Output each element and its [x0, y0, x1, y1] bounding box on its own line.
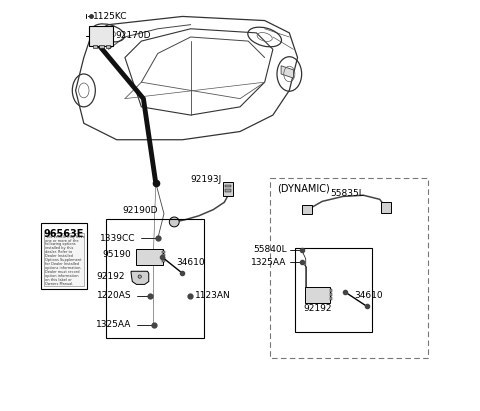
FancyBboxPatch shape — [382, 202, 391, 213]
FancyBboxPatch shape — [223, 182, 233, 196]
Polygon shape — [281, 66, 293, 78]
Bar — [225, 185, 231, 187]
Text: one or more of the: one or more of the — [45, 238, 79, 242]
Text: Dealer Installed: Dealer Installed — [45, 254, 73, 258]
Bar — [330, 297, 333, 300]
Text: 96563E: 96563E — [44, 229, 84, 239]
FancyBboxPatch shape — [302, 205, 312, 214]
Text: Dealer must record: Dealer must record — [45, 270, 80, 274]
Text: dealer. Refer to: dealer. Refer to — [45, 250, 72, 254]
Text: 34610: 34610 — [354, 291, 383, 300]
Text: 1123AN: 1123AN — [195, 291, 230, 300]
FancyBboxPatch shape — [305, 287, 330, 303]
Text: 92192: 92192 — [96, 272, 125, 281]
Text: options information.: options information. — [45, 266, 82, 270]
Bar — [330, 293, 333, 296]
Text: Owners Manual.: Owners Manual. — [45, 282, 73, 286]
Text: 55835L: 55835L — [330, 189, 364, 199]
Text: for Dealer Installed: for Dealer Installed — [45, 262, 79, 266]
Text: This vehicle may have: This vehicle may have — [45, 235, 85, 239]
Circle shape — [138, 275, 142, 278]
Bar — [162, 254, 165, 256]
Text: 1325AA: 1325AA — [96, 320, 131, 329]
Polygon shape — [131, 271, 149, 284]
Bar — [162, 260, 165, 262]
Text: 92192: 92192 — [304, 304, 332, 313]
Text: 1125KC: 1125KC — [93, 12, 128, 21]
Text: 92193J: 92193J — [190, 175, 221, 184]
Text: 34610: 34610 — [176, 258, 205, 267]
Text: 1339CC: 1339CC — [100, 234, 135, 243]
Bar — [162, 251, 165, 253]
Bar — [330, 289, 333, 292]
Bar — [225, 189, 231, 192]
Text: 95190: 95190 — [102, 250, 131, 259]
Bar — [99, 45, 104, 48]
FancyBboxPatch shape — [136, 249, 163, 265]
FancyBboxPatch shape — [89, 26, 113, 46]
Text: 92190D: 92190D — [123, 206, 158, 215]
Bar — [162, 257, 165, 259]
Bar — [93, 45, 97, 48]
Text: 1220AS: 1220AS — [96, 291, 131, 300]
Text: Options Supplement: Options Supplement — [45, 258, 82, 262]
Circle shape — [169, 217, 179, 227]
Text: 55840L: 55840L — [253, 245, 287, 254]
Bar — [106, 45, 110, 48]
Text: on this label or: on this label or — [45, 278, 72, 282]
Text: option information: option information — [45, 274, 79, 278]
Text: installed by this: installed by this — [45, 247, 73, 250]
Text: (DYNAMIC): (DYNAMIC) — [277, 184, 330, 194]
Text: 92170D: 92170D — [115, 32, 151, 40]
Text: following options: following options — [45, 242, 76, 247]
FancyBboxPatch shape — [44, 233, 84, 286]
Text: 1325AA: 1325AA — [251, 258, 287, 267]
